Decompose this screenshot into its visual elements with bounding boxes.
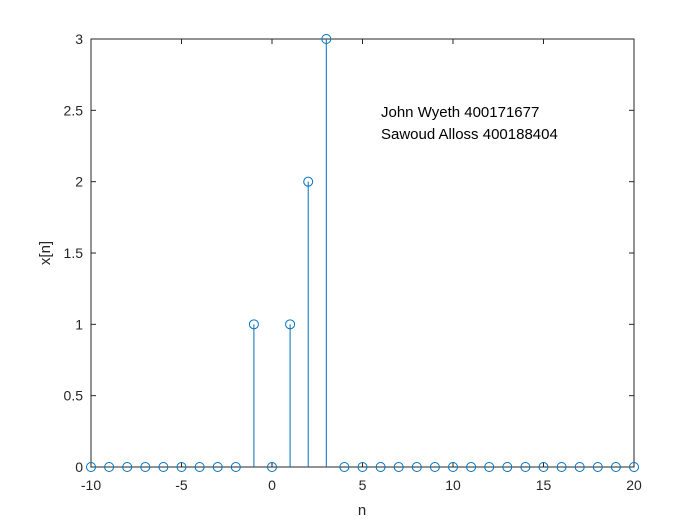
stem-marker: [592, 462, 603, 472]
stem-marker: [176, 462, 187, 472]
stem-marker: [285, 319, 296, 330]
stem-marker: [411, 462, 422, 472]
stem-marker: [574, 462, 585, 472]
y-axis-ticks: 0 0.5 1 1.5 2 2.5 3: [64, 31, 634, 475]
annotation-line-2: Sawoud Alloss 400188404: [381, 126, 558, 143]
axes-box: [90, 38, 635, 468]
stem-marker: [140, 462, 151, 472]
stem-marker: [429, 462, 440, 472]
annotation-line-1: John Wyeth 400171677: [381, 104, 539, 121]
stem-marker: [466, 462, 477, 472]
stem-marker: [122, 462, 133, 472]
stem-marker: [86, 462, 96, 472]
y-tick-label: 0: [75, 459, 83, 475]
y-tick-label: 2.5: [64, 102, 84, 118]
x-axis-ticks: -10 -5 0 5 10 15 20: [81, 39, 642, 493]
x-tick-label: 5: [359, 477, 367, 493]
stem-marker: [629, 462, 639, 472]
x-tick-label: -10: [81, 477, 101, 493]
y-axis-label: x[n]: [37, 241, 54, 265]
stem-marker: [339, 462, 350, 472]
data-stems: [86, 34, 639, 472]
y-tick-label: 2: [75, 174, 83, 190]
stem-marker: [357, 462, 368, 472]
stem-marker: [520, 462, 531, 472]
stem-marker: [556, 462, 567, 472]
x-tick-label: -5: [175, 477, 188, 493]
stem-marker: [393, 462, 404, 472]
y-tick-label: 1: [75, 316, 83, 332]
y-tick-label: 0.5: [64, 388, 84, 404]
stem-marker: [502, 462, 513, 472]
stem-marker: [230, 462, 241, 472]
stem-marker: [610, 462, 621, 472]
stem-marker: [375, 462, 386, 472]
x-tick-label: 10: [445, 477, 461, 493]
stem-marker: [248, 319, 259, 330]
stem-marker: [194, 462, 205, 472]
stem-marker: [538, 462, 549, 472]
y-tick-label: 1.5: [64, 245, 84, 261]
x-axis-label: n: [358, 502, 366, 519]
stem-marker: [158, 462, 169, 472]
stem-marker: [212, 462, 223, 472]
x-tick-label: 0: [268, 477, 276, 493]
stem-marker: [484, 462, 495, 472]
stem-marker: [267, 462, 277, 472]
stem-marker: [448, 462, 458, 472]
stem-marker: [104, 462, 115, 472]
stem-marker: [321, 34, 332, 44]
stem-marker: [303, 176, 314, 187]
x-tick-label: 20: [626, 477, 642, 493]
y-tick-label: 3: [75, 31, 83, 47]
x-tick-label: 15: [536, 477, 552, 493]
